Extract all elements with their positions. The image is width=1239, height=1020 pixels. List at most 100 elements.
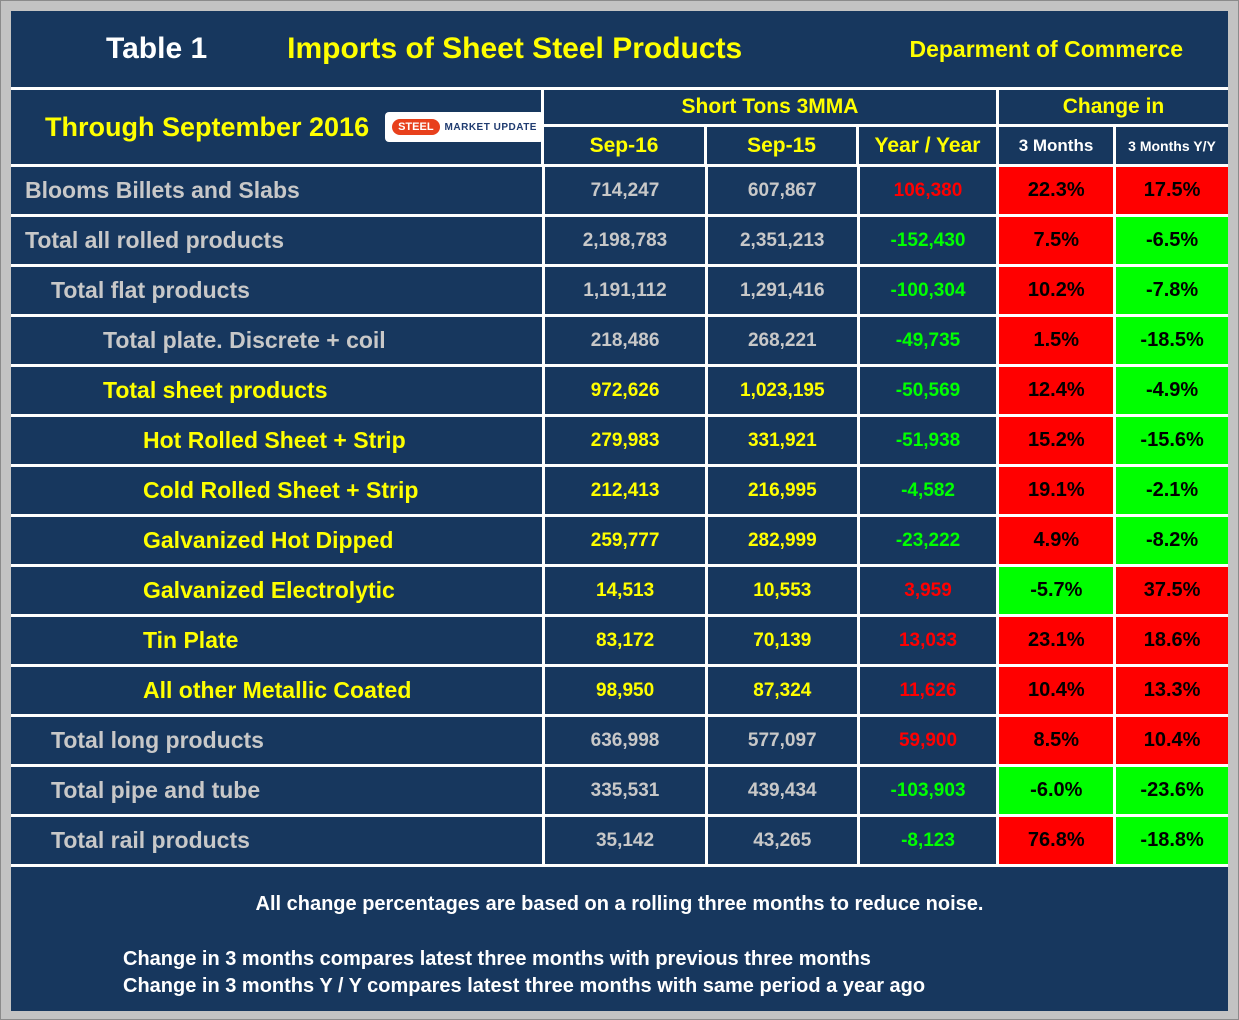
row-label: Total sheet products xyxy=(103,377,328,403)
sep15-value: 1,023,195 xyxy=(704,367,857,414)
group-change-in: Change in xyxy=(996,90,1228,124)
change-3-months-cell: 10.4% xyxy=(996,667,1114,714)
year-year-value: -100,304 xyxy=(856,267,997,314)
group-short-tons: Short Tons 3MMA xyxy=(541,90,996,124)
year-year-value: 59,900 xyxy=(856,717,997,764)
sep15-value: 43,265 xyxy=(704,817,857,864)
change-3-months-cell: -5.7% xyxy=(996,567,1114,614)
table-row: All other Metallic Coated 98,950 87,324 … xyxy=(11,664,1228,714)
change-3-months-cell: 7.5% xyxy=(996,217,1114,264)
sep15-value: 10,553 xyxy=(704,567,857,614)
year-year-value: -49,735 xyxy=(856,317,997,364)
sep16-value: 2,198,783 xyxy=(542,217,705,264)
sep16-value: 83,172 xyxy=(542,617,705,664)
change-3-months-cell: 15.2% xyxy=(996,417,1114,464)
row-label: Total pipe and tube xyxy=(51,777,261,803)
table-row: Total pipe and tube 335,531 439,434 -103… xyxy=(11,764,1228,814)
year-year-value: -50,569 xyxy=(856,367,997,414)
change-3-months-cell: 8.5% xyxy=(996,717,1114,764)
row-label: Cold Rolled Sheet + Strip xyxy=(143,477,419,503)
sep15-value: 2,351,213 xyxy=(704,217,857,264)
period-label: Through September 2016 xyxy=(45,111,370,142)
table-row: Galvanized Electrolytic 14,513 10,553 3,… xyxy=(11,564,1228,614)
change-3-months-yy-cell: -7.8% xyxy=(1113,267,1228,314)
sep16-value: 218,486 xyxy=(542,317,705,364)
change-3-months-cell: 12.4% xyxy=(996,367,1114,414)
sep15-value: 216,995 xyxy=(704,467,857,514)
change-3-months-yy-cell: -8.2% xyxy=(1113,517,1228,564)
change-3-months-cell: 4.9% xyxy=(996,517,1114,564)
change-3-months-yy-cell: -18.5% xyxy=(1113,317,1228,364)
footnote-3m: Change in 3 months compares latest three… xyxy=(123,948,871,970)
change-3-months-yy-cell: 37.5% xyxy=(1113,567,1228,614)
change-3-months-cell: -6.0% xyxy=(996,767,1114,814)
header-columns: Short Tons 3MMA Change in Sep-16 Sep-15 … xyxy=(541,90,1228,164)
row-label: Total all rolled products xyxy=(25,227,284,253)
footnote-rolling: All change percentages are based on a ro… xyxy=(255,893,984,915)
col-header-3-months-yy: 3 Months Y/Y xyxy=(1113,127,1228,164)
imports-table: Table 1 Imports of Sheet Steel Products … xyxy=(11,11,1228,1011)
smu-logo-text: MARKET UPDATE xyxy=(444,121,537,133)
row-label: Hot Rolled Sheet + Strip xyxy=(143,427,406,453)
col-header-sep15: Sep-15 xyxy=(704,127,856,164)
change-3-months-cell: 19.1% xyxy=(996,467,1114,514)
year-year-value: 11,626 xyxy=(856,667,997,714)
page-title: Imports of Sheet Steel Products xyxy=(287,32,743,65)
change-3-months-yy-cell: -15.6% xyxy=(1113,417,1228,464)
row-label: All other Metallic Coated xyxy=(143,677,412,703)
footnote-definitions: Change in 3 months compares latest three… xyxy=(11,946,1228,1000)
sep16-value: 212,413 xyxy=(542,467,705,514)
year-year-value: -103,903 xyxy=(856,767,997,814)
footnote-3m-yy: Change in 3 months Y / Y compares latest… xyxy=(123,975,926,997)
header-groups: Short Tons 3MMA Change in xyxy=(541,90,1228,127)
row-label: Total long products xyxy=(51,727,264,753)
sep15-value: 331,921 xyxy=(704,417,857,464)
year-year-value: 13,033 xyxy=(856,617,997,664)
table-row: Total plate. Discrete + coil 218,486 268… xyxy=(11,314,1228,364)
sep15-value: 439,434 xyxy=(704,767,857,814)
sep16-value: 259,777 xyxy=(542,517,705,564)
year-year-value: 3,959 xyxy=(856,567,997,614)
header-subcolumns: Sep-16 Sep-15 Year / Year 3 Months 3 Mon… xyxy=(541,127,1228,164)
smu-logo-mark: STEEL xyxy=(392,119,440,135)
sep16-value: 335,531 xyxy=(542,767,705,814)
sep16-value: 972,626 xyxy=(542,367,705,414)
sep15-value: 282,999 xyxy=(704,517,857,564)
table-row: Total all rolled products 2,198,783 2,35… xyxy=(11,214,1228,264)
table-number: Table 1 xyxy=(106,32,208,65)
change-3-months-yy-cell: -18.8% xyxy=(1113,817,1228,864)
sep16-value: 636,998 xyxy=(542,717,705,764)
steel-market-update-logo: STEEL MARKET UPDATE xyxy=(385,112,544,142)
year-year-value: -51,938 xyxy=(856,417,997,464)
sep16-value: 98,950 xyxy=(542,667,705,714)
table-header: Through September 2016 STEEL MARKET UPDA… xyxy=(11,90,1228,164)
year-year-value: -4,582 xyxy=(856,467,997,514)
table-row: Cold Rolled Sheet + Strip 212,413 216,99… xyxy=(11,464,1228,514)
row-label: Galvanized Hot Dipped xyxy=(143,527,394,553)
change-3-months-yy-cell: 18.6% xyxy=(1113,617,1228,664)
row-label: Total rail products xyxy=(51,827,250,853)
table-row: Total rail products 35,142 43,265 -8,123… xyxy=(11,814,1228,864)
sep16-value: 1,191,112 xyxy=(542,267,705,314)
change-3-months-cell: 1.5% xyxy=(996,317,1114,364)
change-3-months-yy-cell: -2.1% xyxy=(1113,467,1228,514)
footnotes: All change percentages are based on a ro… xyxy=(11,864,1228,1011)
year-year-value: -8,123 xyxy=(856,817,997,864)
change-3-months-yy-cell: -6.5% xyxy=(1113,217,1228,264)
sep15-value: 268,221 xyxy=(704,317,857,364)
year-year-value: 106,380 xyxy=(856,167,997,214)
change-3-months-yy-cell: 17.5% xyxy=(1113,167,1228,214)
change-3-months-yy-cell: 10.4% xyxy=(1113,717,1228,764)
sep15-value: 607,867 xyxy=(704,167,857,214)
table-row: Hot Rolled Sheet + Strip 279,983 331,921… xyxy=(11,414,1228,464)
table-row: Total sheet products 972,626 1,023,195 -… xyxy=(11,364,1228,414)
sep16-value: 714,247 xyxy=(542,167,705,214)
sep16-value: 279,983 xyxy=(542,417,705,464)
period-cell: Through September 2016 STEEL MARKET UPDA… xyxy=(11,90,544,164)
sep16-value: 14,513 xyxy=(542,567,705,614)
change-3-months-cell: 76.8% xyxy=(996,817,1114,864)
change-3-months-cell: 23.1% xyxy=(996,617,1114,664)
row-label: Galvanized Electrolytic xyxy=(143,577,395,603)
row-label: Total flat products xyxy=(51,277,250,303)
change-3-months-yy-cell: -4.9% xyxy=(1113,367,1228,414)
